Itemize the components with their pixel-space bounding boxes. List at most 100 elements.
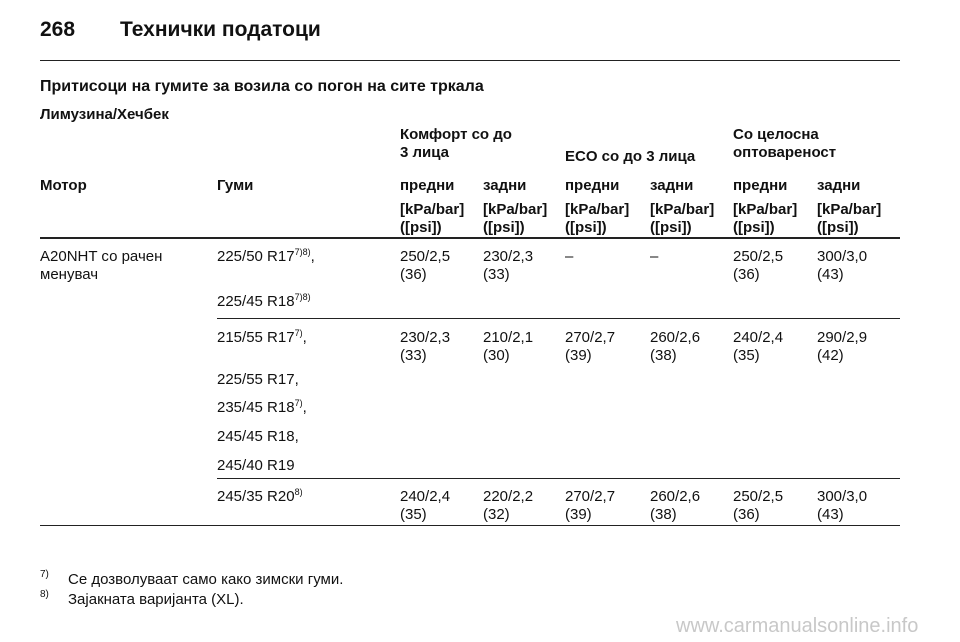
pressure-value: 260/2,6 xyxy=(650,488,701,505)
pressure-value: (39) xyxy=(565,506,592,523)
unit: ([psi]) xyxy=(650,219,692,236)
tyre-size: 215/55 R17 xyxy=(217,329,295,346)
pressure-value: 300/3,0 xyxy=(817,248,868,265)
tyre-size: 225/50 R17 xyxy=(217,248,295,265)
footnote-ref: 7) xyxy=(294,328,303,338)
tyre-size: 245/40 R19 xyxy=(217,457,295,474)
unit: ([psi]) xyxy=(483,219,525,236)
engine: A20NHT со рачен xyxy=(40,248,163,265)
tyre: 225/50 R177)8), xyxy=(217,248,315,266)
footnote-ref: 7) xyxy=(294,398,303,408)
tyre: 245/40 R19 xyxy=(217,457,295,475)
punctuation: , xyxy=(310,248,315,265)
unit: ([psi]) xyxy=(400,219,442,236)
pressure-value: 220/2,2 xyxy=(483,488,534,505)
tyre: 215/55 R177), xyxy=(217,329,307,347)
rule xyxy=(217,318,900,319)
pressure-value: (38) xyxy=(650,506,677,523)
pressure-value: 290/2,9 xyxy=(817,329,868,346)
tyre-size: 235/45 R18 xyxy=(217,399,295,416)
tyre: 235/45 R187), xyxy=(217,399,307,417)
rule xyxy=(40,60,900,61)
pressure-value: (32) xyxy=(483,506,510,523)
pressure-value: 210/2,1 xyxy=(483,329,534,346)
tyre: 225/55 R17, xyxy=(217,371,299,389)
footnote-ref: 7)8) xyxy=(294,292,311,302)
pressure-value: 250/2,5 xyxy=(733,248,784,265)
page-number: 268 xyxy=(40,18,76,41)
group-header: Комфорт со до xyxy=(400,126,512,143)
footnote-ref: 8) xyxy=(294,487,303,497)
pressure-value: – xyxy=(565,248,574,265)
column-header: задни xyxy=(650,177,694,194)
tyre: 245/45 R18, xyxy=(217,428,299,446)
group-header: 3 лица xyxy=(400,144,450,161)
unit: ([psi]) xyxy=(817,219,859,236)
subtitle: Лимузина/Хечбек xyxy=(40,106,169,123)
unit: [kPa/bar] xyxy=(733,201,798,218)
rule xyxy=(217,478,900,479)
unit: [kPa/bar] xyxy=(650,201,715,218)
pressure-value: (38) xyxy=(650,347,677,364)
unit: ([psi]) xyxy=(565,219,607,236)
group-header: Со целосна xyxy=(733,126,819,143)
column-header: предни xyxy=(565,177,620,194)
column-header: Гуми xyxy=(217,177,254,194)
footnote-mark: 8) xyxy=(40,589,49,600)
unit: ([psi]) xyxy=(733,219,775,236)
pressure-value: (36) xyxy=(400,266,427,283)
column-header: Мотор xyxy=(40,177,87,194)
punctuation: , xyxy=(302,329,307,346)
tyre-size: 225/55 R17, xyxy=(217,371,299,388)
column-header: предни xyxy=(400,177,455,194)
tyre: 225/45 R187)8) xyxy=(217,293,311,311)
page-title: Технички податоци xyxy=(120,18,321,41)
pressure-value: (30) xyxy=(483,347,510,364)
pressure-value: (42) xyxy=(817,347,844,364)
unit: [kPa/bar] xyxy=(400,201,465,218)
pressure-value: 240/2,4 xyxy=(733,329,784,346)
rule xyxy=(40,237,900,239)
footnote-text: Се дозволуваат само како зимски гуми. xyxy=(68,571,344,588)
column-header: задни xyxy=(817,177,861,194)
pressure-value: (36) xyxy=(733,506,760,523)
pressure-value: 250/2,5 xyxy=(733,488,784,505)
group-header: ECO со до 3 лица xyxy=(565,148,696,165)
tyre-size: 245/35 R20 xyxy=(217,488,295,505)
pressure-value: – xyxy=(650,248,659,265)
engine: менувач xyxy=(40,266,99,283)
unit: [kPa/bar] xyxy=(817,201,882,218)
footnote-ref: 7)8) xyxy=(294,247,311,257)
pressure-value: (35) xyxy=(733,347,760,364)
unit: [kPa/bar] xyxy=(483,201,548,218)
footnote-mark: 7) xyxy=(40,569,49,580)
pressure-value: 270/2,7 xyxy=(565,488,616,505)
tyre-size: 245/45 R18, xyxy=(217,428,299,445)
pressure-value: 230/2,3 xyxy=(400,329,451,346)
tyre: 245/35 R208) xyxy=(217,488,303,506)
pressure-value: (36) xyxy=(733,266,760,283)
pressure-value: (43) xyxy=(817,266,844,283)
unit: [kPa/bar] xyxy=(565,201,630,218)
footnote-text: Зајакната варијанта (XL). xyxy=(68,591,244,608)
pressure-value: 230/2,3 xyxy=(483,248,534,265)
pressure-value: 260/2,6 xyxy=(650,329,701,346)
group-header: оптовареност xyxy=(733,144,837,161)
tyre-size: 225/45 R18 xyxy=(217,293,295,310)
pressure-value: (39) xyxy=(565,347,592,364)
pressure-value: 240/2,4 xyxy=(400,488,451,505)
column-header: задни xyxy=(483,177,527,194)
pressure-value: 300/3,0 xyxy=(817,488,868,505)
punctuation: , xyxy=(302,399,307,416)
pressure-value: (33) xyxy=(400,347,427,364)
watermark: www.carmanualsonline.info xyxy=(676,615,919,637)
pressure-value: 270/2,7 xyxy=(565,329,616,346)
column-header: предни xyxy=(733,177,788,194)
pressure-value: (35) xyxy=(400,506,427,523)
pressure-value: (43) xyxy=(817,506,844,523)
rule xyxy=(40,525,900,526)
pressure-value: 250/2,5 xyxy=(400,248,451,265)
section-title: Притисоци на гумите за возила со погон н… xyxy=(40,78,484,95)
pressure-value: (33) xyxy=(483,266,510,283)
